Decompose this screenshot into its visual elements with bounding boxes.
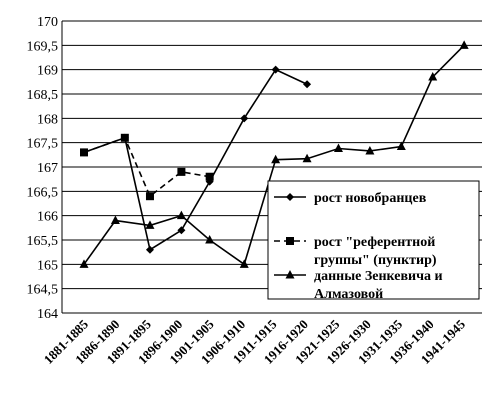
data-point-square (120, 133, 129, 142)
data-point-diamond (177, 226, 186, 235)
y-tick-label: 166 (37, 210, 58, 225)
x-axis-tick-labels: 1881-18851886-18901891-18951896-19001901… (41, 316, 469, 367)
series-line (83, 68, 308, 252)
series-2 (80, 133, 214, 201)
data-point-triangle (205, 235, 215, 244)
legend-label: группы" (пунктир) (314, 253, 437, 268)
data-point-triangle (145, 220, 155, 229)
y-tick-label: 166,5 (27, 185, 59, 200)
y-tick-label: 167 (37, 161, 58, 176)
data-point-triangle (239, 259, 249, 268)
y-tick-label: 167,5 (27, 137, 59, 152)
data-point-triangle (285, 270, 295, 279)
data-point-triangle (428, 71, 438, 81)
data-point-triangle (302, 153, 312, 163)
legend-label: рост "референтной (314, 235, 435, 250)
y-axis-tick-labels: 164 164,5 165 165,5 166 166,5 167 167,5 168 168,5… (27, 15, 59, 322)
data-point-square (80, 148, 88, 157)
series-layer (79, 40, 469, 268)
y-tick-label: 168,5 (27, 88, 59, 103)
y-tick-label: 169,5 (27, 39, 59, 54)
data-point-triangle (79, 259, 89, 268)
legend-box (267, 180, 480, 300)
y-tick-label: 168 (37, 112, 58, 127)
legend-entry: рост новобранцев (274, 191, 427, 206)
data-point-triangle (333, 143, 343, 153)
y-tick-label: 164 (37, 307, 58, 322)
data-point-square (145, 192, 154, 201)
y-tick-label: 169 (37, 64, 58, 79)
data-point-diamond (303, 80, 312, 89)
y-tick-label: 165 (37, 258, 58, 273)
data-point-triangle (271, 154, 281, 164)
data-point-triangle (365, 145, 375, 155)
data-point-square (177, 167, 186, 176)
data-point-diamond (145, 245, 154, 254)
data-point-diamond (286, 193, 294, 201)
legend-label: Алмазовой (314, 287, 383, 302)
data-point-triangle (110, 215, 120, 225)
legend-entry: рост "референтной группы" (пунктир) (274, 235, 437, 268)
y-tick-label: 165,5 (27, 234, 59, 249)
legend-entry: данные Зенкевича и Алмазовой (274, 269, 443, 302)
legend: рост новобранцев рост "референтной группы"… (267, 180, 480, 302)
data-point-diamond (271, 65, 280, 74)
y-tick-label: 164,5 (27, 283, 59, 298)
legend-label: рост новобранцев (314, 191, 427, 206)
data-point-diamond (240, 114, 249, 123)
data-point-triangle (396, 141, 406, 151)
series-3 (79, 40, 469, 268)
data-point-square (205, 172, 214, 181)
data-point-square (286, 237, 294, 245)
y-tick-label: 170 (37, 15, 58, 30)
legend-label: данные Зенкевича и (314, 269, 443, 284)
data-point-triangle (459, 40, 469, 49)
data-point-triangle (176, 210, 186, 220)
